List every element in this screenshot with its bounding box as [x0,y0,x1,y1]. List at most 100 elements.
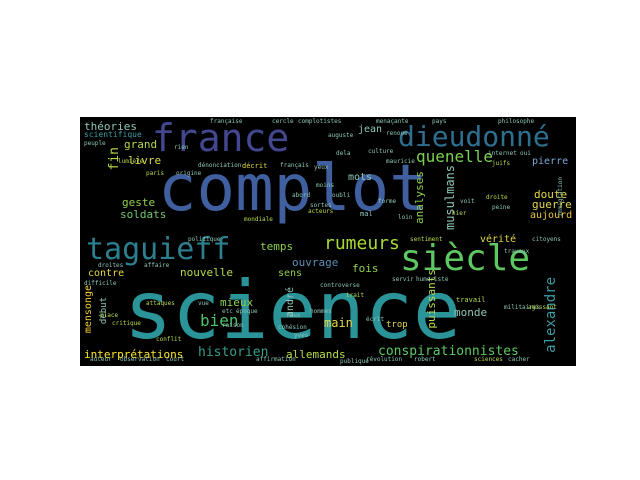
word-citoyens: citoyens [532,236,561,243]
word-soldats: soldats [120,208,167,221]
word-quenelle: quenelle [416,147,494,166]
word-mal: mal [360,210,373,218]
word-peine: peine [492,204,511,211]
word-hier: hier [452,210,467,217]
word-yeux: yeux [314,164,329,171]
word-guerre: guerre [532,198,572,211]
word-ecrit: écrit [366,316,385,323]
word-interpretations: interprétations [84,348,184,361]
word-affirmation: affirmation [256,356,296,363]
word-complot: complot [158,152,428,226]
word-geste: geste [122,196,156,209]
word-renoue: renoue [386,130,408,137]
word-mieux: mieux [220,296,254,309]
word-loin: loin [398,214,413,221]
word-nouvelle: nouvelle [180,266,233,279]
word-cercle: cercle [272,118,294,125]
word-humoriste: humoriste [416,276,449,283]
word-francais: français [280,162,309,169]
word-lumiere: lumière [118,158,144,165]
word-auteur: auteur [90,356,112,363]
word-sens: sens [278,268,303,279]
word-allemands: allemands [286,348,346,361]
word-rien: rien [174,144,189,151]
word-mondiale: mondiale [244,216,273,223]
word-siecle: siècle [400,238,531,279]
word-abord: abord [292,192,311,199]
word-francaise: française [210,118,243,125]
word-yves: yves [294,332,309,339]
word-vue: vue [198,300,209,307]
word-auguste: auguste [328,132,354,139]
word-sciences: sciences [474,356,503,363]
word-main: main [324,316,353,330]
word-pays: pays [432,118,447,125]
word-oubli: oubli [332,192,351,199]
word-cloud: complot science france dieudonné taguief… [80,117,576,366]
word-rumeurs: rumeurs [324,233,400,254]
word-paris: paris [146,170,165,177]
word-peuple: peuple [84,140,106,147]
word-complotistes: complotistes [298,118,342,125]
word-court: court [166,356,185,363]
word-critique: critique [112,320,141,327]
word-pierre: pierre [532,156,569,167]
word-mots: mots [348,172,373,183]
word-droite: droite [486,194,508,201]
word-mauricie: mauricie [386,158,415,165]
word-mensonge: mensonge [83,285,94,334]
word-sortes: sortes [310,202,332,209]
word-contre: contre [88,268,125,279]
word-temps: temps [260,240,294,253]
word-ouvrage: ouvrage [292,256,339,269]
word-origine: origine [176,170,202,177]
word-aujourd: aujourd [530,210,573,221]
word-musulmans: musulmans [443,165,457,231]
word-cacher: cacher [508,356,530,363]
word-faux: faux [286,312,301,319]
word-menacante: menaçante [376,118,409,125]
word-science: science [124,264,462,357]
word-raison: raison [222,322,244,329]
word-servir: servir [392,276,414,283]
word-agissant: agissant [528,304,557,311]
word-decrit: décrit [242,162,268,170]
word-verite: vérité [480,234,517,245]
word-historien: historien [198,345,269,360]
word-forme: forme [378,198,397,205]
word-robert: robert [414,356,436,363]
word-livre: livre [128,154,162,167]
word-observation: observation [120,356,160,363]
word-controverse: controverse [320,282,360,289]
word-fois: fois [352,262,379,275]
word-france: france [152,117,290,160]
word-voit: voit [460,198,475,205]
word-cohesion: cohésion [278,324,307,331]
word-place: place [100,312,119,319]
word-revolution: révolution [366,356,403,363]
word-jean: jean [358,124,383,135]
word-attaques: attaques [146,300,175,307]
word-acteurs: acteurs [308,208,334,215]
word-travaux: travaux [504,248,530,255]
word-affaire: affaire [144,262,170,269]
word-dela: dela [336,150,351,157]
word-taguieff: taguieff [86,232,231,267]
word-hommes: hommes [310,308,332,315]
word-travail: travail [456,296,486,304]
word-theories: théories [84,120,137,133]
word-internet: internet [488,150,517,157]
word-immigration: immigration [557,177,564,217]
word-bien: bien [200,311,239,330]
word-politique: politique [188,236,221,243]
word-alexandre: alexandre [543,277,559,353]
word-scientifique: scientifique [84,130,142,139]
word-conspirationnistes: conspirationnistes [378,344,519,359]
word-denonciation: dénonciation [198,162,242,169]
word-difficile: difficile [84,280,117,287]
word-juifs: juifs [492,160,511,167]
word-analyses: analyses [413,171,426,224]
word-philosophe: philosophe [498,118,535,125]
word-culture: culture [368,148,394,155]
word-droites: droites [98,262,124,269]
